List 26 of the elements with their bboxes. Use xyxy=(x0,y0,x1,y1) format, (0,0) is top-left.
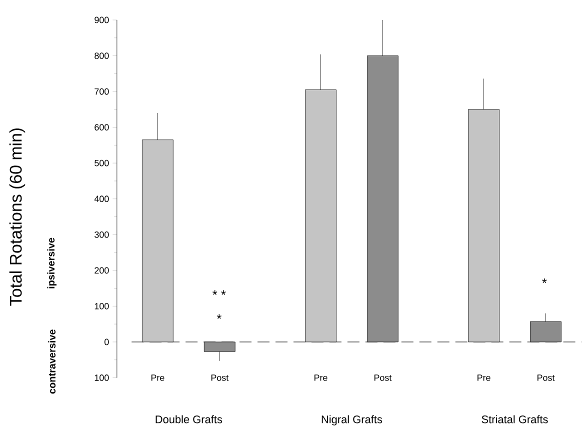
text: Pre xyxy=(478,374,490,382)
y-tick-label: 100 xyxy=(94,303,109,310)
text: Pre xyxy=(151,374,164,382)
x-tick-label: Striatal Grafts xyxy=(482,415,548,424)
text: ipsiversive xyxy=(47,238,56,288)
y-tick-label: 200 xyxy=(94,267,109,274)
text: Post xyxy=(374,374,392,382)
annotation: * xyxy=(542,278,547,284)
x-tick-label: Double Grafts xyxy=(156,415,222,424)
annotation: * xyxy=(216,314,222,319)
y-tick-label: 100 xyxy=(94,374,109,382)
x-tick-label: Nigral Grafts xyxy=(322,415,382,426)
y-tick-label: 900 xyxy=(94,16,109,24)
text: Post xyxy=(538,374,555,382)
y-axis-title: Total Rotations (60 min) xyxy=(9,128,26,306)
y-tick-label: 800 xyxy=(94,52,109,60)
annotation: * * xyxy=(212,290,226,295)
text: contraversive xyxy=(48,330,56,394)
y-tick-label: 700 xyxy=(94,88,109,95)
text: Pre xyxy=(314,374,328,382)
y-tick-label: 500 xyxy=(94,160,109,166)
y-tick-label: 400 xyxy=(94,196,109,202)
y-tick-label: 300 xyxy=(94,232,109,238)
y-tick-label: 0 xyxy=(104,338,109,346)
y-tick-label: 600 xyxy=(94,124,109,131)
text: Post xyxy=(211,374,229,382)
